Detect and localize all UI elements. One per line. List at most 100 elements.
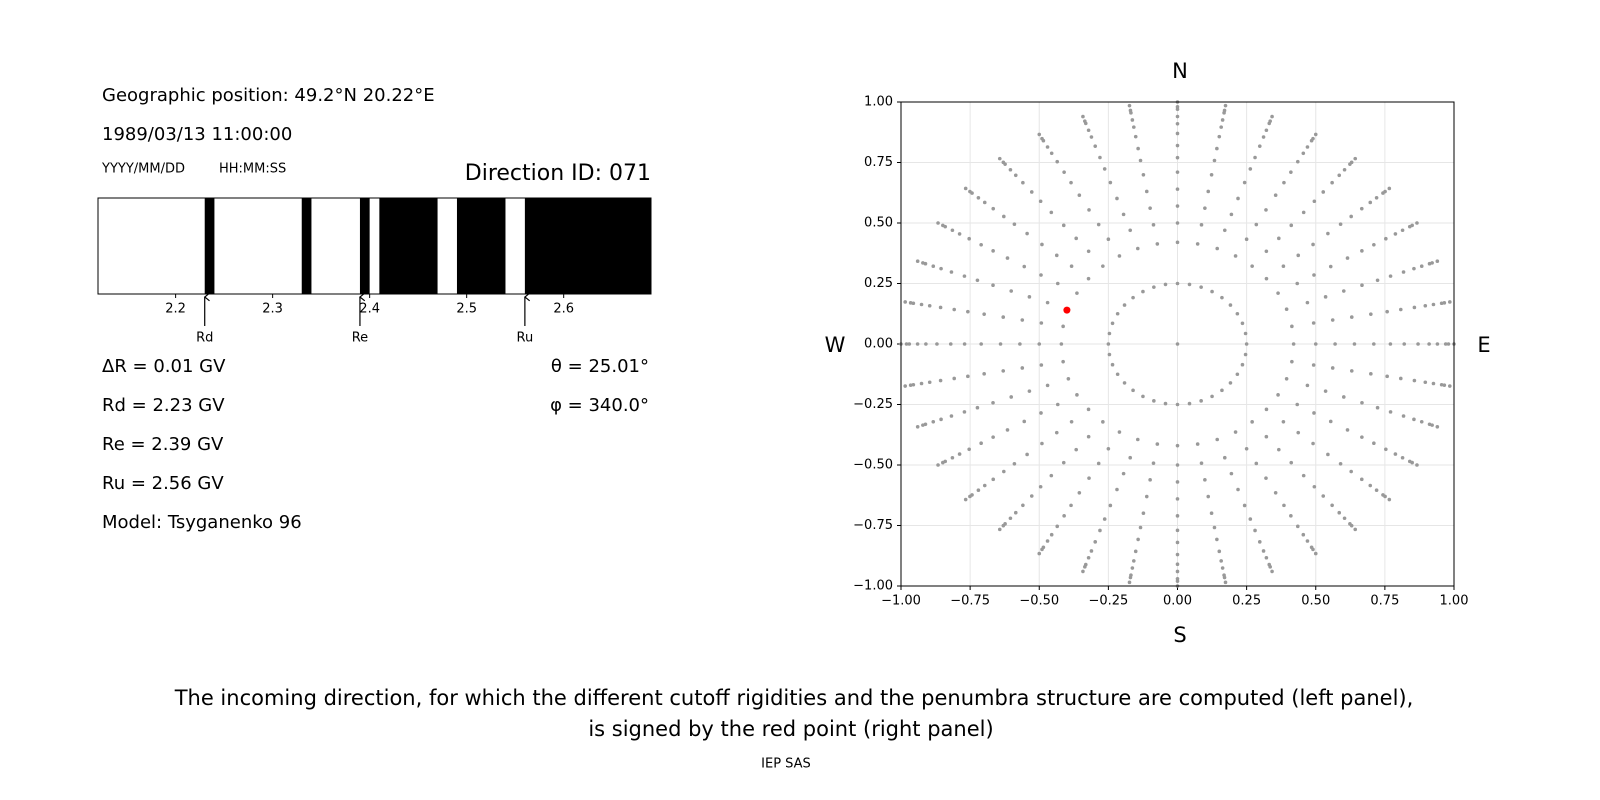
direction-point	[1223, 103, 1228, 108]
datetime: 1989/03/13 11:00:00	[102, 124, 292, 145]
direction-point	[1233, 430, 1238, 434]
direction-point	[1086, 128, 1091, 133]
direction-point	[1152, 399, 1156, 403]
direction-point	[1220, 388, 1224, 393]
direction-point	[1107, 352, 1112, 357]
direction-point	[1001, 160, 1006, 165]
direction-point	[952, 376, 957, 381]
direction-point	[1353, 156, 1358, 161]
direction-point	[1069, 180, 1073, 185]
direction-point	[1110, 321, 1115, 326]
direction-point	[979, 242, 983, 247]
y-tick-label: 0.75	[864, 155, 893, 170]
x-tick-label: 1.00	[1440, 594, 1469, 609]
direction-point	[1002, 214, 1006, 219]
direction-point	[1175, 480, 1180, 484]
direction-point	[1383, 494, 1387, 499]
direction-point	[1215, 537, 1219, 542]
direction-point	[1402, 342, 1407, 346]
x-tick-label: −0.25	[1088, 594, 1128, 609]
selected-direction	[1063, 306, 1071, 314]
direction-point	[1328, 264, 1333, 269]
direction-point	[1212, 158, 1217, 163]
direction-point	[1431, 381, 1436, 386]
direction-point	[1295, 402, 1300, 407]
direction-point	[939, 417, 943, 422]
x-tick-label: −0.50	[1019, 594, 1059, 609]
direction-point	[1061, 223, 1066, 228]
direction-point	[976, 195, 981, 200]
direction-point	[1261, 135, 1266, 139]
direction-point	[1368, 483, 1373, 488]
direction-point	[1312, 411, 1316, 415]
direction-point	[1442, 301, 1447, 305]
direction-point	[1235, 372, 1240, 377]
direction-point	[1130, 118, 1135, 122]
direction-point	[1130, 566, 1135, 570]
direction-point	[982, 372, 986, 376]
direction-point	[1312, 273, 1316, 277]
direction-point	[1359, 206, 1364, 211]
direction-point	[1001, 315, 1006, 319]
direction-point	[1254, 222, 1259, 227]
direction-point	[1138, 158, 1143, 163]
direction-point	[1419, 264, 1424, 268]
direction-point	[1005, 428, 1010, 432]
direction-point	[1427, 342, 1431, 346]
direction-point	[1296, 253, 1301, 258]
param: φ = 340.0°	[550, 395, 649, 416]
direction-point	[1027, 295, 1032, 299]
direction-point	[1040, 441, 1044, 446]
direction-point	[968, 494, 972, 499]
direction-point	[979, 342, 983, 346]
direction-point	[1210, 289, 1214, 294]
direction-point	[1312, 484, 1317, 489]
marker-label: Ru	[517, 331, 534, 346]
direction-point	[1248, 167, 1253, 171]
direction-point	[1326, 231, 1330, 236]
direction-point	[1240, 362, 1245, 367]
direction-point	[1296, 430, 1301, 435]
direction-point	[982, 483, 987, 488]
direction-point	[1264, 407, 1269, 412]
direction-point	[1215, 146, 1219, 151]
direction-point	[1360, 435, 1364, 439]
direction-point	[1081, 114, 1085, 119]
direction-point	[1066, 376, 1071, 381]
direction-point	[1268, 119, 1272, 123]
direction-point	[1338, 222, 1343, 227]
direction-point	[1175, 497, 1180, 501]
direction-point	[1401, 414, 1406, 418]
direction-point	[1155, 242, 1160, 246]
direction-point	[1135, 437, 1140, 442]
direction-point	[1136, 146, 1140, 151]
direction-point	[1301, 151, 1306, 156]
direction-point	[1372, 342, 1376, 346]
direction-point	[1061, 460, 1066, 465]
direction-point	[1313, 132, 1318, 137]
direction-point	[1086, 249, 1091, 254]
direction-point	[1175, 204, 1180, 208]
param: Model: Tsyganenko 96	[102, 512, 302, 533]
direction-point	[1217, 134, 1222, 139]
direction-point	[1295, 159, 1300, 164]
direction-point	[1086, 555, 1091, 560]
x-tick-label: 2.4	[359, 302, 380, 317]
direction-point	[1289, 514, 1293, 518]
direction-point	[1069, 264, 1074, 269]
direction-point	[1342, 516, 1347, 521]
direction-point	[1045, 145, 1050, 149]
direction-point	[1374, 488, 1379, 493]
direction-point	[1175, 105, 1180, 109]
direction-point	[1038, 199, 1043, 204]
direction-point	[1049, 532, 1054, 537]
compass-label: E	[1477, 333, 1490, 357]
direction-point	[1117, 254, 1122, 258]
direction-point	[921, 261, 925, 265]
direction-point	[1203, 206, 1207, 210]
direction-point	[1110, 362, 1115, 367]
direction-point	[1250, 420, 1254, 424]
direction-point	[1330, 503, 1334, 508]
direction-point	[1059, 342, 1064, 346]
direction-point	[1039, 273, 1043, 277]
